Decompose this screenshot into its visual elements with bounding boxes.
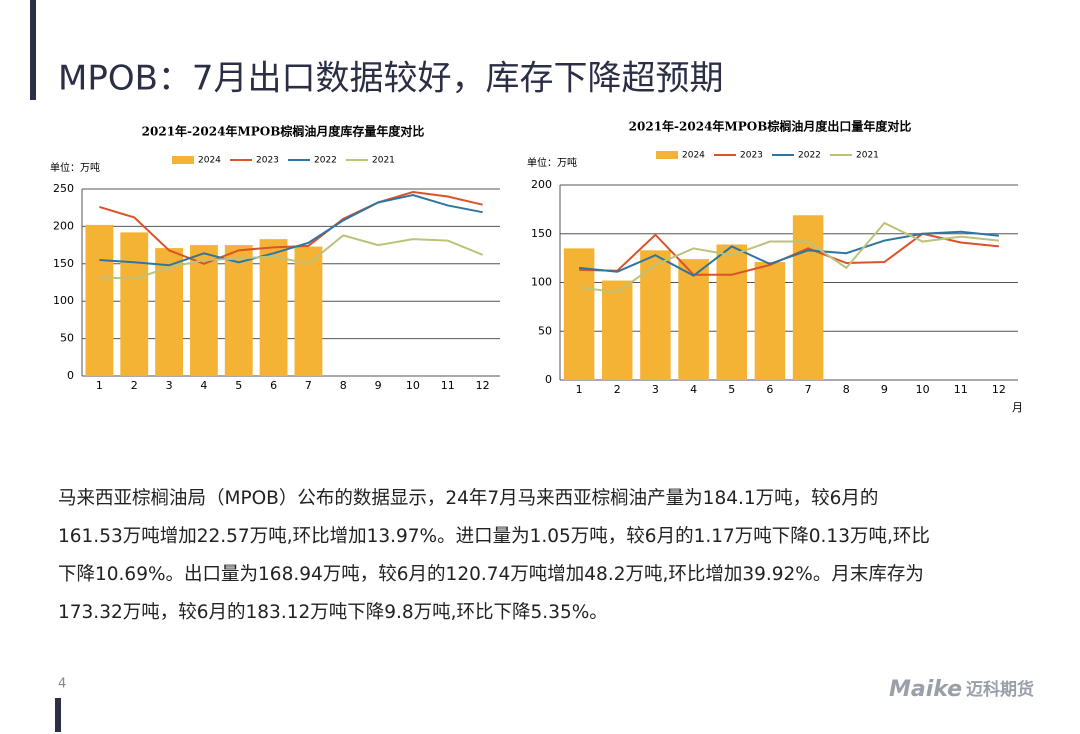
chart-title: 2021年-2024年MPOB棕榈油月度库存量年度对比 — [142, 124, 425, 139]
body-text: 161.53万吨增加22.57万吨,环比增加13.97%。进口量为1.05万吨，… — [58, 526, 930, 547]
x-tick-label: 9 — [881, 383, 888, 396]
legend-label: 2024 — [198, 156, 221, 166]
x-tick-label: 2 — [614, 383, 621, 396]
y-tick-label: 200 — [53, 219, 74, 232]
legend-swatch — [172, 156, 194, 164]
y-tick-label: 50 — [538, 324, 552, 337]
x-tick-label: 5 — [235, 379, 242, 392]
legend-label: 2022 — [798, 151, 821, 161]
x-tick-label: 3 — [652, 383, 659, 396]
chart-title: 2021年-2024年MPOB棕榈油月度出口量年度对比 — [629, 119, 912, 134]
footer-bar — [55, 698, 61, 732]
x-tick-label: 12 — [992, 383, 1006, 396]
x-tick-label: 10 — [406, 379, 420, 392]
bar — [716, 244, 748, 380]
x-tick-label: 1 — [576, 383, 583, 396]
x-tick-label: 4 — [690, 383, 697, 396]
x-tick-label: 8 — [843, 383, 850, 396]
y-tick-label: 200 — [531, 178, 552, 191]
x-axis-label: 月 — [1012, 401, 1023, 414]
x-tick-label: 4 — [200, 379, 207, 392]
body-text: 马来西亚棕榈油局（MPOB）公布的数据显示，24年7月马来西亚棕榈油产量为184… — [58, 488, 879, 509]
line — [99, 190, 483, 265]
y-tick-label: 100 — [531, 276, 552, 289]
body-text: 下降10.69%。出口量为168.94万吨，较6月的120.74万吨增加48.2… — [58, 564, 924, 585]
x-tick-label: 6 — [766, 383, 773, 396]
x-tick-label: 2 — [131, 379, 138, 392]
x-tick-label: 7 — [305, 379, 312, 392]
x-tick-label: 9 — [375, 379, 382, 392]
x-tick-label: 8 — [340, 379, 347, 392]
x-tick-label: 6 — [270, 379, 277, 392]
slide-title: MPOB：7月出口数据较好，库存下降超预期 — [58, 59, 724, 99]
legend-label: 2023 — [256, 156, 279, 166]
line — [99, 193, 483, 267]
bar — [678, 259, 709, 380]
x-tick-label: 12 — [476, 379, 490, 392]
x-tick-label: 11 — [441, 379, 455, 392]
bar — [120, 232, 149, 376]
bar — [85, 224, 114, 376]
legend-label: 2021 — [372, 156, 395, 166]
y-tick-label: 150 — [531, 227, 552, 240]
y-tick-label: 100 — [53, 294, 74, 307]
line — [578, 221, 1000, 294]
legend-swatch — [656, 151, 678, 159]
y-tick-label: 0 — [67, 369, 74, 382]
bar — [155, 248, 184, 376]
x-tick-label: 7 — [805, 383, 812, 396]
legend-label: 2022 — [314, 156, 337, 166]
bar — [754, 262, 786, 380]
bar — [259, 239, 288, 376]
x-tick-label: 1 — [96, 379, 103, 392]
unit-label: 单位：万吨 — [527, 156, 577, 169]
line — [99, 234, 483, 280]
bar — [224, 245, 253, 376]
x-tick-label: 11 — [954, 383, 968, 396]
body-text: 173.32万吨，较6月的183.12万吨下降9.8万吨,环比下降5.35%。 — [58, 602, 608, 623]
bar — [294, 246, 323, 376]
legend-label: 2024 — [682, 151, 705, 161]
x-tick-label: 3 — [166, 379, 173, 392]
accent-bar — [30, 0, 36, 100]
x-tick-label: 10 — [916, 383, 930, 396]
legend-label: 2023 — [740, 151, 763, 161]
logo-brand: Maike — [889, 677, 962, 702]
y-tick-label: 250 — [53, 182, 74, 195]
line — [578, 230, 1000, 277]
bar — [601, 280, 633, 380]
y-tick-label: 150 — [53, 257, 74, 270]
y-tick-label: 0 — [545, 373, 552, 386]
logo-name: 迈科期货 — [966, 679, 1034, 700]
y-tick-label: 50 — [60, 332, 74, 345]
bar — [792, 215, 824, 380]
unit-label: 单位：万吨 — [50, 161, 100, 174]
legend-label: 2021 — [856, 151, 879, 161]
x-tick-label: 5 — [728, 383, 735, 396]
bar — [640, 250, 671, 380]
bar — [189, 245, 218, 376]
page-number: 4 — [58, 677, 66, 692]
